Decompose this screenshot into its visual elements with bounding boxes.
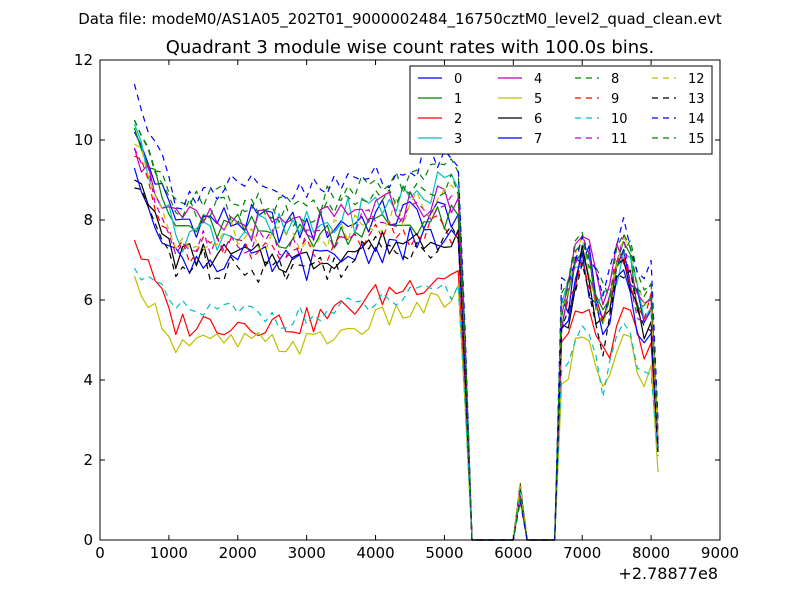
legend-label-15: 15 bbox=[688, 132, 705, 147]
x-tick-label: 1000 bbox=[150, 544, 188, 562]
series-line-11 bbox=[133, 147, 659, 541]
y-tick-label: 0 bbox=[83, 531, 93, 549]
series-line-2 bbox=[133, 239, 659, 541]
axis-layer: 0 1000 2000 3000 4000 5000 6000 7000 8000 9000 0 2 4… bbox=[74, 51, 739, 562]
legend-label-1: 1 bbox=[454, 92, 462, 107]
x-tick-label: 3000 bbox=[288, 544, 326, 562]
legend-label-6: 6 bbox=[534, 112, 542, 127]
legend-label-9: 9 bbox=[611, 92, 619, 107]
y-tick-label: 10 bbox=[74, 131, 93, 149]
x-tick-label: 5000 bbox=[425, 544, 463, 562]
series-line-4 bbox=[133, 147, 659, 541]
chart-title: Quadrant 3 module wise count rates with … bbox=[166, 37, 655, 58]
legend-label-2: 2 bbox=[454, 112, 462, 127]
legend-label-10: 10 bbox=[611, 112, 628, 127]
legend-label-12: 12 bbox=[688, 72, 705, 87]
y-tick-label: 4 bbox=[83, 371, 93, 389]
legend-label-0: 0 bbox=[454, 72, 462, 87]
legend-label-13: 13 bbox=[688, 92, 705, 107]
series-line-10 bbox=[133, 267, 659, 541]
legend-label-14: 14 bbox=[688, 112, 705, 127]
x-tick-label: 9000 bbox=[701, 544, 739, 562]
series-line-7 bbox=[133, 167, 659, 541]
series-line-3 bbox=[133, 123, 659, 541]
x-tick-label: 2000 bbox=[219, 544, 257, 562]
x-tick-label: 7000 bbox=[563, 544, 601, 562]
x-tick-label: 6000 bbox=[494, 544, 532, 562]
y-tick-label: 6 bbox=[83, 291, 93, 309]
y-tick-label: 8 bbox=[83, 211, 93, 229]
series-line-12 bbox=[134, 143, 659, 541]
legend-label-8: 8 bbox=[611, 72, 619, 87]
legend-label-5: 5 bbox=[534, 92, 542, 107]
x-tick-label: 8000 bbox=[632, 544, 670, 562]
series-line-5 bbox=[133, 275, 659, 541]
series-line-1 bbox=[133, 127, 659, 541]
legend-label-11: 11 bbox=[611, 132, 628, 147]
series-layer bbox=[133, 83, 659, 541]
series-line-9 bbox=[134, 155, 659, 541]
x-offset-label: +2.78877e8 bbox=[618, 564, 718, 583]
x-tick-label: 0 bbox=[95, 544, 105, 562]
legend-label-4: 4 bbox=[534, 72, 542, 87]
x-tick-label: 4000 bbox=[356, 544, 394, 562]
legend-box bbox=[409, 65, 713, 155]
y-tick-label: 12 bbox=[74, 51, 93, 69]
legend-label-7: 7 bbox=[534, 132, 542, 147]
y-tick-label: 2 bbox=[83, 451, 93, 469]
series-line-15 bbox=[133, 119, 659, 541]
legend-label-3: 3 bbox=[454, 132, 462, 147]
data-file-label: Data file: modeM0/AS1A05_202T01_90000024… bbox=[78, 10, 722, 29]
series-line-13 bbox=[134, 187, 659, 541]
series-line-8 bbox=[133, 119, 659, 541]
